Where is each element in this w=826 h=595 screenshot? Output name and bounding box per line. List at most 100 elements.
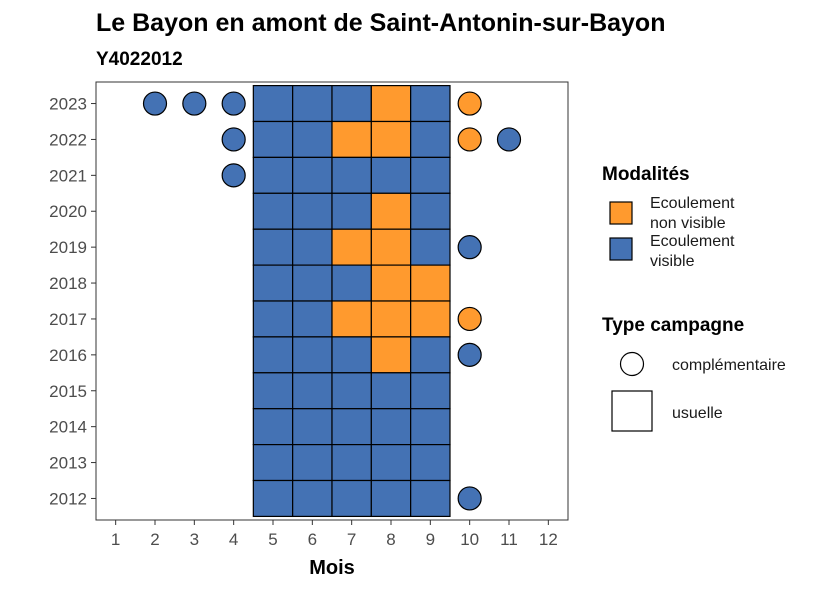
cell-2014-5 <box>252 408 294 446</box>
x-tick-label-7: 7 <box>347 530 356 549</box>
point-2023-4 <box>221 91 246 116</box>
legend-modalites: Modalités Ecoulement non visible Ecoulem… <box>602 164 735 270</box>
plot-area <box>95 81 569 521</box>
cell-2017-8 <box>370 300 412 338</box>
cell-2021-5 <box>252 156 294 194</box>
cell-2012-8 <box>370 479 412 518</box>
cell-2020-6 <box>292 192 333 230</box>
cell-2023-5 <box>252 84 294 123</box>
legend-label-non-visible-line1: Ecoulement <box>650 195 735 212</box>
cell-2018-9 <box>410 264 451 302</box>
cell-2015-8 <box>370 372 412 410</box>
legend-label-complementaire: complémentaire <box>672 357 786 374</box>
cell-2022-8 <box>370 120 412 158</box>
cell-2019-5 <box>252 228 294 266</box>
legend-label-non-visible-line2: non visible <box>650 215 726 232</box>
cell-2016-7 <box>331 336 372 374</box>
cell-2013-6 <box>292 444 333 482</box>
y-tick-label-2013: 2013 <box>49 454 87 473</box>
x-tick-label-5: 5 <box>268 530 277 549</box>
cell-2012-7 <box>331 479 372 518</box>
cell-2021-9 <box>410 156 451 194</box>
point-2023-10 <box>457 91 482 116</box>
cell-2020-7 <box>331 192 372 230</box>
cell-2018-7 <box>331 264 372 302</box>
cell-2023-7 <box>331 84 372 123</box>
cell-2022-7 <box>331 120 372 158</box>
cell-2018-8 <box>370 264 412 302</box>
legend-label-visible-line2: visible <box>650 253 695 270</box>
legend-swatch-non-visible <box>609 201 633 225</box>
cell-2012-9 <box>410 479 451 518</box>
x-tick-label-3: 3 <box>190 530 199 549</box>
cell-2023-6 <box>292 84 333 123</box>
cell-2022-9 <box>410 120 451 158</box>
chart-title: Le Bayon en amont de Saint-Antonin-sur-B… <box>96 9 665 37</box>
cell-2018-6 <box>292 264 333 302</box>
cell-2013-9 <box>410 444 451 482</box>
y-tick-label-2023: 2023 <box>49 95 87 114</box>
legend-shape-circle <box>619 351 645 377</box>
x-tick-label-8: 8 <box>386 530 395 549</box>
legend-label-visible-line1: Ecoulement <box>650 233 735 250</box>
point-2023-2 <box>142 91 168 116</box>
cell-2014-6 <box>292 408 333 446</box>
cell-2016-9 <box>410 336 451 374</box>
cell-2017-9 <box>410 300 451 338</box>
cell-2019-9 <box>410 228 451 266</box>
cell-2020-9 <box>410 192 451 230</box>
cell-2023-8 <box>370 84 412 123</box>
point-2019-10 <box>457 235 482 260</box>
x-tick-label-6: 6 <box>308 530 317 549</box>
cell-2016-5 <box>252 336 294 374</box>
cell-2023-9 <box>410 84 451 123</box>
x-tick-label-4: 4 <box>229 530 238 549</box>
legend-campagne-title: Type campagne <box>602 315 744 336</box>
x-tick-label-2: 2 <box>150 530 159 549</box>
point-2022-11 <box>496 127 522 152</box>
legend-shape-square <box>611 390 653 432</box>
legend-modalites-title: Modalités <box>602 164 690 185</box>
cell-2020-5 <box>252 192 294 230</box>
point-2016-10 <box>457 342 482 367</box>
point-2012-10 <box>457 486 482 511</box>
cell-2018-5 <box>252 264 294 302</box>
point-2017-10 <box>457 306 482 332</box>
cell-2021-7 <box>331 156 372 194</box>
chart-subtitle: Y4022012 <box>96 49 183 70</box>
cell-2014-9 <box>410 408 451 446</box>
y-axis: 2012 2013 2014 2015 2016 2017 2018 2019 2020 2021… <box>49 95 96 508</box>
point-2023-3 <box>182 91 207 116</box>
y-tick-label-2020: 2020 <box>49 202 87 221</box>
x-tick-label-9: 9 <box>426 530 435 549</box>
x-tick-label-10: 10 <box>460 530 479 549</box>
cell-2015-5 <box>252 372 294 410</box>
cell-2020-8 <box>370 192 412 230</box>
legend-campagne: Type campagne complémentaire usuelle <box>602 315 786 432</box>
cell-2019-7 <box>331 228 372 266</box>
point-2022-10 <box>457 127 482 152</box>
legend-label-usuelle: usuelle <box>672 405 723 422</box>
cell-2015-7 <box>331 372 372 410</box>
y-tick-label-2017: 2017 <box>49 310 87 329</box>
cell-2022-5 <box>252 120 294 158</box>
cell-2012-5 <box>252 479 294 518</box>
cell-2014-8 <box>370 408 412 446</box>
cell-2019-6 <box>292 228 333 266</box>
x-tick-label-11: 11 <box>500 530 518 549</box>
x-axis: 1 2 3 4 5 6 7 8 9 10 11 12 <box>111 520 558 549</box>
cell-2019-8 <box>370 228 412 266</box>
point-2022-4 <box>221 127 246 152</box>
cell-2021-8 <box>370 156 412 194</box>
y-tick-label-2022: 2022 <box>49 130 87 149</box>
cell-2021-6 <box>292 156 333 194</box>
cell-2012-6 <box>292 479 333 518</box>
cell-2017-7 <box>331 300 372 338</box>
cell-2022-6 <box>292 120 333 158</box>
point-2021-4 <box>221 163 246 188</box>
cell-2013-5 <box>252 444 294 482</box>
cell-2016-8 <box>370 336 412 374</box>
y-tick-label-2019: 2019 <box>49 238 87 257</box>
cell-2013-8 <box>370 444 412 482</box>
